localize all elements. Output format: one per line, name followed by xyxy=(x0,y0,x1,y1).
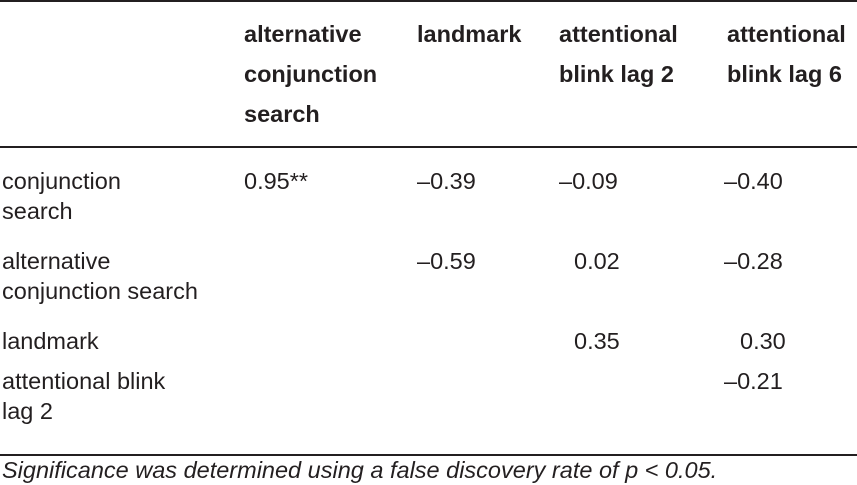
column-header-line: search xyxy=(244,101,320,127)
row-label-landmark: landmark xyxy=(2,326,99,356)
column-header-line: alternative xyxy=(244,21,362,47)
header-bottom-rule xyxy=(0,146,857,148)
column-header-attentional-blink-lag-2: attentional blink lag 2 xyxy=(559,14,678,94)
column-header-line: landmark xyxy=(417,21,522,47)
cell-landmark: –0.59 xyxy=(417,248,476,274)
row-label-alternative-conjunction-search: alternative conjunction search xyxy=(2,246,198,306)
row-label-line: search xyxy=(2,198,73,224)
column-header-line: conjunction xyxy=(244,61,378,87)
row-label-attentional-blink-lag-2: attentional blink lag 2 xyxy=(2,366,165,426)
column-header-line: attentional xyxy=(559,21,678,47)
row-label-line: attentional blink xyxy=(2,368,166,394)
row-label-conjunction-search: conjunction search xyxy=(2,166,121,226)
row-label-line: conjunction xyxy=(2,168,121,194)
cell-attentional-blink-lag-6: –0.21 xyxy=(724,368,783,394)
table-top-rule xyxy=(0,0,857,2)
column-header-attentional-blink-lag-6: attentional blink lag 6 xyxy=(727,14,846,94)
row-label-line: alternative xyxy=(2,248,111,274)
row-label-line: landmark xyxy=(2,328,99,354)
table-footnote: Significance was determined using a fals… xyxy=(2,457,718,483)
column-header-line: blink lag 6 xyxy=(727,61,842,87)
cell-attentional-blink-lag-2: 0.35 xyxy=(574,328,620,354)
cell-attentional-blink-lag-2: –0.09 xyxy=(559,168,618,194)
column-header-line: attentional xyxy=(727,21,846,47)
cell-attentional-blink-lag-2: 0.02 xyxy=(574,248,620,274)
column-header-landmark: landmark xyxy=(417,14,522,54)
cell-attentional-blink-lag-6: –0.40 xyxy=(724,168,783,194)
cell-attentional-blink-lag-6: –0.28 xyxy=(724,248,783,274)
cell-attentional-blink-lag-6: 0.30 xyxy=(740,328,786,354)
row-label-line: lag 2 xyxy=(2,398,53,424)
row-label-line: conjunction search xyxy=(2,278,198,304)
cell-landmark: –0.39 xyxy=(417,168,476,194)
cell-alternative-conjunction-search: 0.95** xyxy=(244,168,309,194)
column-header-line: blink lag 2 xyxy=(559,61,674,87)
table-bottom-rule xyxy=(0,454,857,456)
column-header-alternative-conjunction-search: alternative conjunction search xyxy=(244,14,377,134)
